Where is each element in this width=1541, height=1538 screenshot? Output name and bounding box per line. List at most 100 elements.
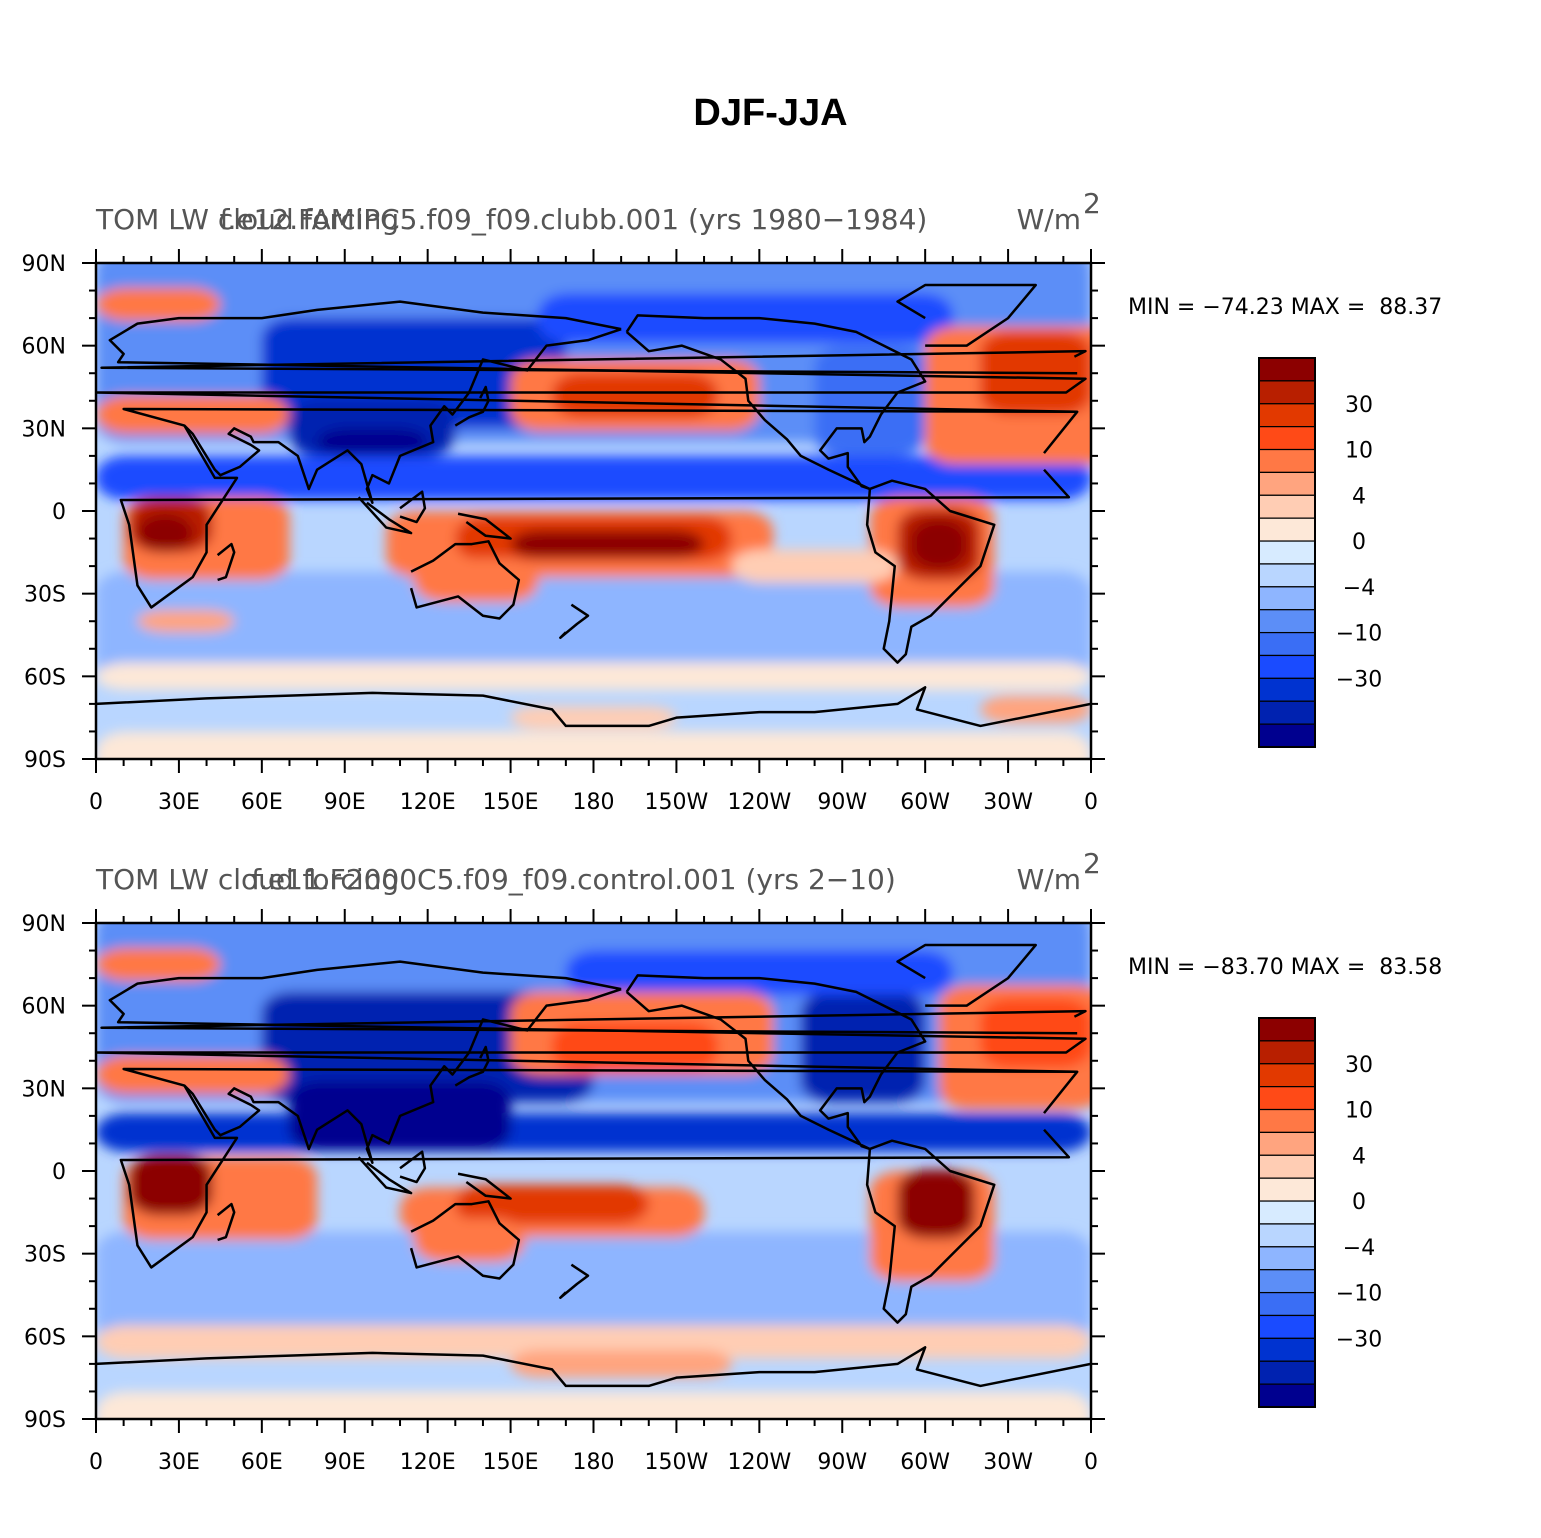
max-value: 88.37 [1379,295,1443,320]
contour-field [96,263,1091,759]
coastline [183,987,622,1164]
coastline [454,385,490,427]
contour-region [911,519,967,569]
contour-region [96,1325,1091,1359]
colorbar-label: −4 [1343,1236,1375,1261]
ticks [82,249,1105,773]
coastline [399,490,427,524]
colorbar-frame [1258,1017,1316,1408]
colorbar-label: 30 [1345,393,1373,418]
colorbar: 30 10 4 0 −4 −10 −30 [1258,1017,1382,1408]
lon-label: 180 [573,790,615,815]
coastline [183,327,622,504]
contour-region [814,345,926,456]
lon-label: 180 [573,1450,615,1475]
lat-label: 90S [24,1408,66,1433]
coastline [625,314,927,491]
lat-label: 60S [24,665,66,690]
contour-region [96,571,1091,682]
contour-region [137,610,235,633]
contour-region [96,455,1091,500]
contour-region [96,947,221,981]
lon-label: 30W [983,1450,1033,1475]
min-max-readout: MIN = −83.70 MAX = 83.58 [1128,955,1442,980]
colorbar-box [1258,677,1316,702]
coastline [216,542,236,582]
colorbar-box [1258,517,1316,542]
lon-label: 0 [89,1450,103,1475]
colorbar-box [1258,1269,1316,1294]
lat-label: 30N [22,1077,66,1102]
max-value: 83.58 [1379,955,1443,980]
contour-region [552,1022,718,1072]
colorbar-box [1258,1314,1316,1339]
units-superscript: 2 [1083,847,1101,880]
coastline [865,1139,996,1324]
lon-label: 90W [817,790,867,815]
coastline [409,1200,521,1280]
colorbar-label: 0 [1352,530,1366,555]
coastline [96,300,1087,414]
colorbar-box [1258,494,1316,519]
colorbar-box [1258,357,1316,382]
lon-label: 150W [645,790,709,815]
contour-region [96,1055,290,1094]
colorbar-box [1258,380,1316,405]
coastline [896,283,1037,347]
units-superscript: 2 [1083,187,1101,220]
map-figure: 90N 60N 30N 0 30S 60S 90S 0 30E 60E 90E 120E 150E 180… [22,847,1383,1475]
lon-label: 30E [158,790,200,815]
lon-label: 60E [241,790,283,815]
coastline [100,1009,1087,1035]
colorbar-frame [1258,357,1316,748]
map-panel-clubb: 90N 60N 30N 0 30S 60S 90S 0 30E 60E 90E 120E 150E 180… [0,187,1541,835]
contour-region [129,1154,213,1216]
colorbar-box [1258,426,1316,451]
min-value: −74.23 [1202,295,1284,320]
colorbar-box [1258,1200,1316,1225]
colorbar-box [1258,1086,1316,1111]
variable-label: TOM LW cloud forcing [95,863,399,896]
coastline [865,479,996,664]
colorbar-box [1258,1383,1316,1408]
contour-region [455,1184,649,1224]
lon-label: 120W [727,1450,791,1475]
contour-region [413,1217,525,1262]
coastline [216,1202,236,1242]
contour-region [510,530,705,558]
min-max-readout: MIN = −74.23 MAX = 88.37 [1128,295,1442,320]
contour-region [731,549,898,583]
colorbar-box [1258,1063,1316,1088]
colorbar-box [1258,1223,1316,1248]
case-label: f.e12.FAMIPC5.f09_f09.clubb.001 (yrs 198… [220,203,928,236]
min-label: MIN = [1128,295,1203,320]
lat-label: 60N [22,995,66,1020]
lat-label: 30N [22,417,66,442]
lon-label: 60W [900,1450,950,1475]
lon-label: 120E [400,1450,456,1475]
max-label: MAX = [1283,955,1380,980]
colorbar-box [1258,654,1316,679]
colorbar-box [1258,540,1316,565]
lon-label: 120W [727,790,791,815]
coastline [96,686,1091,728]
contour-region [897,1169,975,1239]
contour-region [565,950,953,995]
colorbar-box [1258,700,1316,725]
lon-label: 30E [158,1450,200,1475]
contour-region [96,731,1091,759]
contour-region [980,695,1091,724]
units-label: W/m [1017,863,1081,896]
colorbar: 30 10 4 0 −4 −10 −30 [1258,357,1382,748]
colorbar-box [1258,1131,1316,1156]
colorbar-box [1258,448,1316,474]
contour-region [137,513,193,553]
colorbar-box [1258,631,1316,657]
lon-label: 150E [483,790,539,815]
lon-label: 0 [1084,790,1098,815]
variable-label: TOM LW cloud forcing [95,203,399,236]
coastline [409,540,521,620]
coastline [399,1150,427,1184]
lat-label: 90N [22,252,66,277]
lon-label: 60E [241,1450,283,1475]
